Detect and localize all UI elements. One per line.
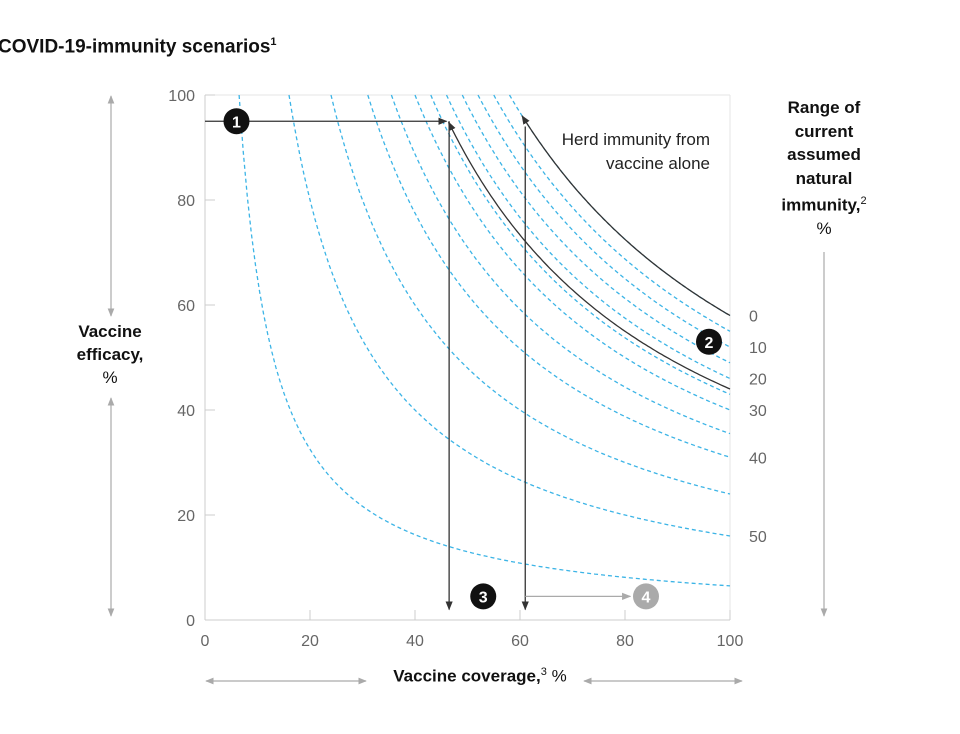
y-tick-label: 0 (186, 613, 195, 630)
solid-herd-immunity-curve (448, 121, 731, 390)
natural-immunity-footnote: 2 (860, 195, 867, 207)
natural-immunity-tick-label: 0 (749, 309, 758, 326)
natural-immunity-tick-label: 10 (749, 340, 767, 357)
chart-title-text: COVID-19-immunity scenarios (0, 36, 271, 58)
solid-herd-immunity-curve (521, 115, 731, 317)
natural-immunity-tick-label: 30 (749, 403, 767, 420)
dashed-immunity-curve (461, 94, 731, 364)
step-marker-label: 4 (642, 589, 651, 606)
axes: 0 20 40 60 80 100 0 20 40 60 80 100 0 10 20 30 40 50 (168, 88, 767, 650)
x-axis-unit: % (551, 666, 567, 686)
step-marker-circle (223, 108, 250, 135)
dashed-immunity-curve (390, 94, 731, 435)
x-tick-label: 20 (301, 633, 319, 650)
x-axis-footnote: 3 (540, 666, 547, 678)
step-marker-label: 3 (479, 589, 488, 606)
natural-immunity-unit: % (816, 219, 832, 239)
y-tick-label: 40 (177, 403, 195, 420)
y-axis-label: Vaccine efficacy, % (60, 320, 160, 389)
x-tick-label: 60 (511, 633, 529, 650)
dashed-immunity-curve (445, 94, 731, 380)
x-tick-label: 0 (201, 633, 210, 650)
dashed-immunity-curve (508, 94, 731, 317)
step-marker-label: 1 (232, 114, 241, 131)
dashed-immunity-curve (430, 94, 731, 395)
natural-immunity-label: Range of current assumed natural immunit… (764, 96, 884, 241)
x-tick-label: 80 (616, 633, 634, 650)
natural-immunity-tick-label: 40 (749, 450, 767, 467)
x-tick-label: 40 (406, 633, 424, 650)
natural-immunity-label-text: Range of current assumed natural immunit… (781, 98, 861, 215)
dashed-immunity-curve (367, 94, 731, 458)
dashed-immunity-curve (238, 94, 731, 587)
markers: 1 2 3 4 (223, 108, 722, 610)
dashed-immunity-curve (493, 94, 731, 332)
step-marker-circle (470, 583, 497, 610)
y-tick-label: 80 (177, 193, 195, 210)
curves (238, 94, 731, 587)
y-tick-label: 20 (177, 508, 195, 525)
herd-immunity-annotation: Herd immunity from vaccine alone (561, 130, 710, 173)
guide-arrows (107, 95, 828, 685)
y-tick-label: 100 (168, 88, 195, 105)
y-axis-label-text: Vaccine efficacy, (76, 322, 144, 364)
x-axis-label-text: Vaccine coverage, (393, 666, 541, 686)
chart-title: COVID-19-immunity scenarios1 (0, 36, 277, 58)
dashed-immunity-curve (288, 94, 731, 537)
x-tick-label: 100 (717, 633, 744, 650)
step-marker-label: 2 (705, 335, 714, 352)
dashed-immunity-curve (414, 94, 731, 411)
natural-immunity-tick-label: 50 (749, 529, 767, 546)
y-axis-unit: % (102, 368, 118, 387)
dashed-immunity-curve (330, 94, 731, 495)
step-marker-circle (633, 583, 659, 610)
title-footnote: 1 (270, 36, 277, 48)
x-axis-label: Vaccine coverage,3 % (330, 666, 630, 687)
y-tick-label: 60 (177, 298, 195, 315)
step-marker-circle (696, 328, 722, 355)
natural-immunity-tick-label: 20 (749, 372, 767, 389)
